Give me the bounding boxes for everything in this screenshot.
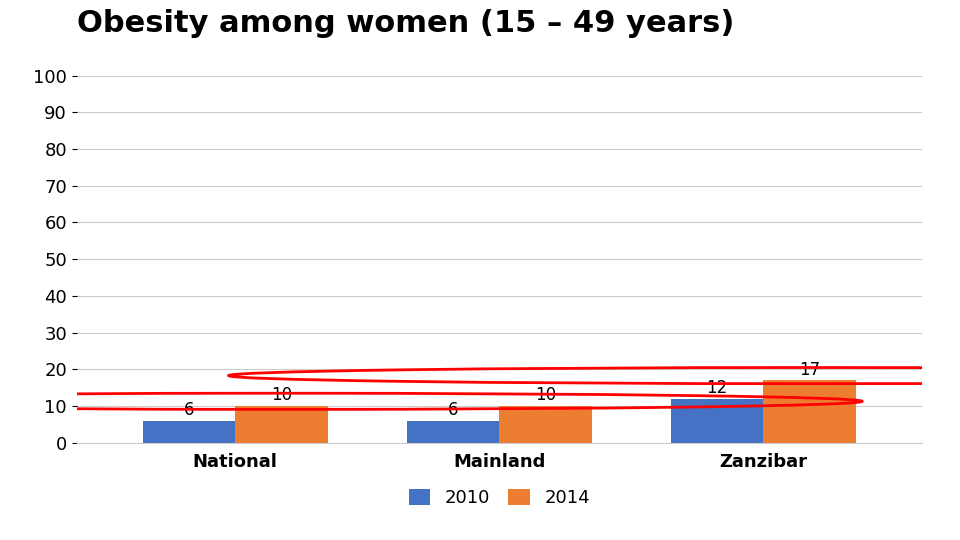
Bar [235,406,327,443]
Text: Obesity among women (15 – 49 years): Obesity among women (15 – 49 years) [77,9,734,38]
Bar [407,421,499,443]
Text: Obesity among women has increased in Mainland and Zanzibar: Obesity among women has increased in Mai… [19,505,814,526]
Legend: 2010, 2014: 2010, 2014 [401,482,597,515]
Text: 6: 6 [183,401,194,419]
Bar [671,399,763,443]
Text: 6: 6 [447,401,458,419]
Text: 10: 10 [271,386,292,404]
Bar [143,421,235,443]
Bar [499,406,591,443]
Text: 12: 12 [707,379,728,397]
Text: 17: 17 [799,361,820,379]
Bar [763,380,855,443]
Text: 10: 10 [535,386,556,404]
